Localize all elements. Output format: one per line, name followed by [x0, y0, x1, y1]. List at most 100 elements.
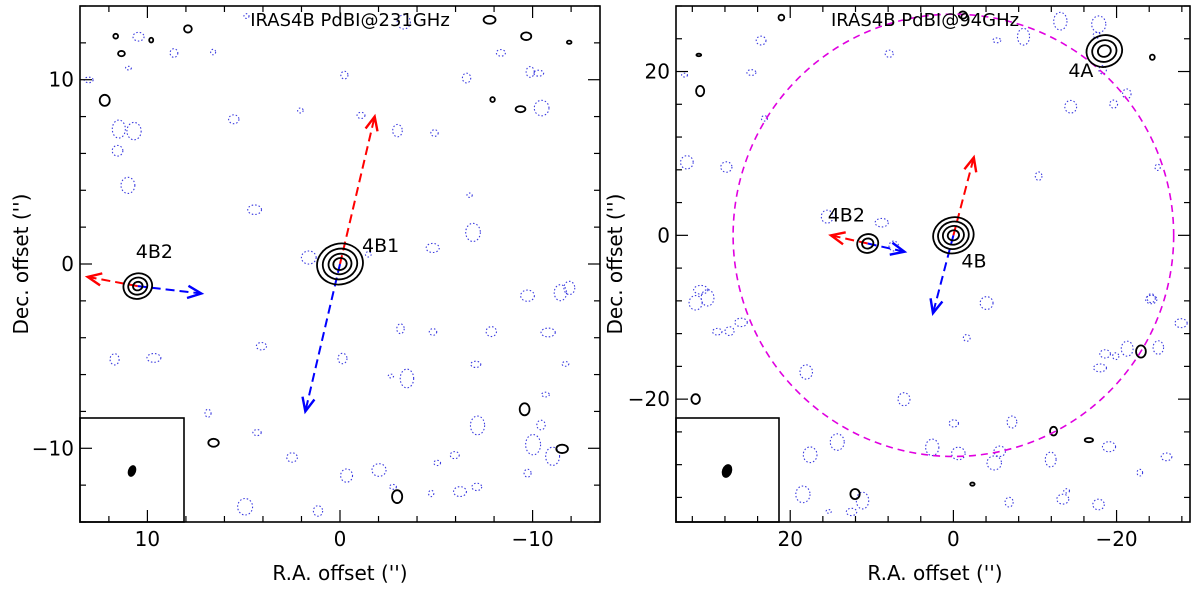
noise-contour — [566, 39, 573, 45]
negative-contour — [243, 13, 250, 19]
x-tick-label: 0 — [334, 527, 347, 551]
negative-contour — [1112, 352, 1120, 361]
negative-contour — [799, 364, 814, 380]
negative-contour — [755, 35, 767, 46]
negative-contour — [1174, 318, 1188, 329]
negative-contour — [300, 250, 317, 265]
negative-contour — [897, 392, 911, 407]
beam-box — [675, 417, 780, 523]
source-contour — [1085, 34, 1124, 68]
negative-contour — [563, 280, 576, 296]
negative-contour — [392, 123, 403, 138]
negative-contour — [700, 289, 715, 307]
negative-contour — [1152, 340, 1165, 355]
negative-contour — [204, 408, 212, 418]
negative-contour — [356, 111, 366, 120]
outflow-arrowhead — [889, 241, 908, 256]
y-tick-label: 0 — [657, 223, 670, 247]
noise-contour — [391, 489, 404, 504]
y-axis-label: Dec. offset ('') — [9, 194, 33, 335]
negative-contour — [533, 99, 550, 117]
negative-contour — [430, 129, 439, 137]
outflow-arrowhead — [186, 284, 205, 300]
negative-contour — [874, 217, 889, 228]
negative-contour — [561, 361, 570, 367]
negative-contour — [884, 49, 894, 58]
chart-title: IRAS4B PdBI@231GHz — [250, 10, 450, 31]
negative-contour — [210, 48, 217, 56]
x-axis-label: R.A. offset ('') — [272, 561, 407, 585]
source-contour — [861, 237, 875, 250]
negative-contour — [469, 415, 486, 436]
noise-contour — [690, 393, 701, 405]
negative-contour — [680, 155, 694, 170]
data-marks: 4B1 4B2 — [84, 113, 399, 415]
noise-contour — [148, 36, 155, 44]
negative-contour — [425, 242, 440, 254]
source-contour — [321, 247, 359, 281]
primary-beam-circle — [732, 13, 1175, 458]
x-tick-label: 10 — [135, 527, 160, 551]
source-label: 4B2 — [136, 241, 173, 263]
noise-contour — [98, 93, 111, 107]
outflow-arrowhead — [828, 231, 846, 246]
negative-contour — [540, 327, 556, 338]
negative-contour — [979, 296, 994, 310]
outflow-arrow — [137, 285, 202, 295]
plot-frame — [675, 5, 1191, 523]
negative-contour — [1120, 340, 1134, 357]
negative-contour — [1053, 11, 1068, 31]
negative-contour — [428, 328, 438, 336]
source-contour — [127, 276, 149, 296]
negative-contour — [132, 31, 145, 42]
y-axis-label: Dec. offset ('') — [603, 194, 627, 335]
negative-contour — [1016, 27, 1031, 46]
negative-contour — [523, 468, 532, 478]
negative-contour — [746, 69, 757, 76]
x-axis-label: R.A. offset ('') — [867, 561, 1002, 585]
negative-contour — [111, 144, 124, 157]
negative-contour — [693, 284, 709, 295]
negative-contour — [1092, 498, 1105, 511]
negative-contour — [681, 72, 689, 78]
negative-contour — [712, 327, 723, 336]
noise-contour — [117, 50, 126, 58]
negative-contour — [337, 352, 348, 365]
negative-contour — [388, 483, 397, 490]
negative-contour — [992, 37, 1002, 44]
negative-contour — [286, 452, 298, 463]
beam-ellipse — [127, 465, 137, 477]
negative-contour — [169, 48, 179, 58]
negative-contour — [962, 333, 971, 342]
source-label: 4B — [961, 250, 986, 272]
noise-contour — [520, 31, 533, 41]
outflow-arrowhead — [301, 396, 316, 415]
negative-contour — [925, 438, 940, 457]
noise-contour — [849, 488, 861, 501]
source-label: 4B2 — [828, 205, 865, 227]
negative-contour — [525, 433, 542, 456]
outflow-arrow — [339, 116, 376, 265]
panel-94ghz: 4B 4B2 4A 20 0 −20 20 0 −20 IRAS4B PdBI@94GHz R… — [603, 5, 1191, 585]
negative-contour — [553, 284, 568, 302]
negative-contour — [399, 368, 415, 389]
negative-contour — [470, 360, 482, 369]
outflow-arrowhead — [84, 272, 103, 287]
negative-contour — [825, 509, 832, 514]
noise-contour — [482, 14, 497, 25]
negative-contour — [829, 433, 845, 451]
x-tick-label: 20 — [777, 527, 802, 551]
negative-contour — [948, 419, 960, 428]
negative-contour — [466, 192, 473, 198]
x-tick-label: 0 — [947, 527, 960, 551]
negative-contour — [1154, 163, 1161, 172]
negative-contour — [427, 489, 435, 498]
y-tick-label: 0 — [61, 252, 74, 276]
source-contour — [946, 229, 960, 242]
source-contour — [856, 233, 880, 254]
negative-contour — [1064, 99, 1078, 114]
x-tick-label: −20 — [1095, 527, 1137, 551]
source-label: 4A — [1068, 60, 1093, 82]
negative-contour — [986, 455, 1003, 471]
beam-inset — [675, 417, 780, 523]
